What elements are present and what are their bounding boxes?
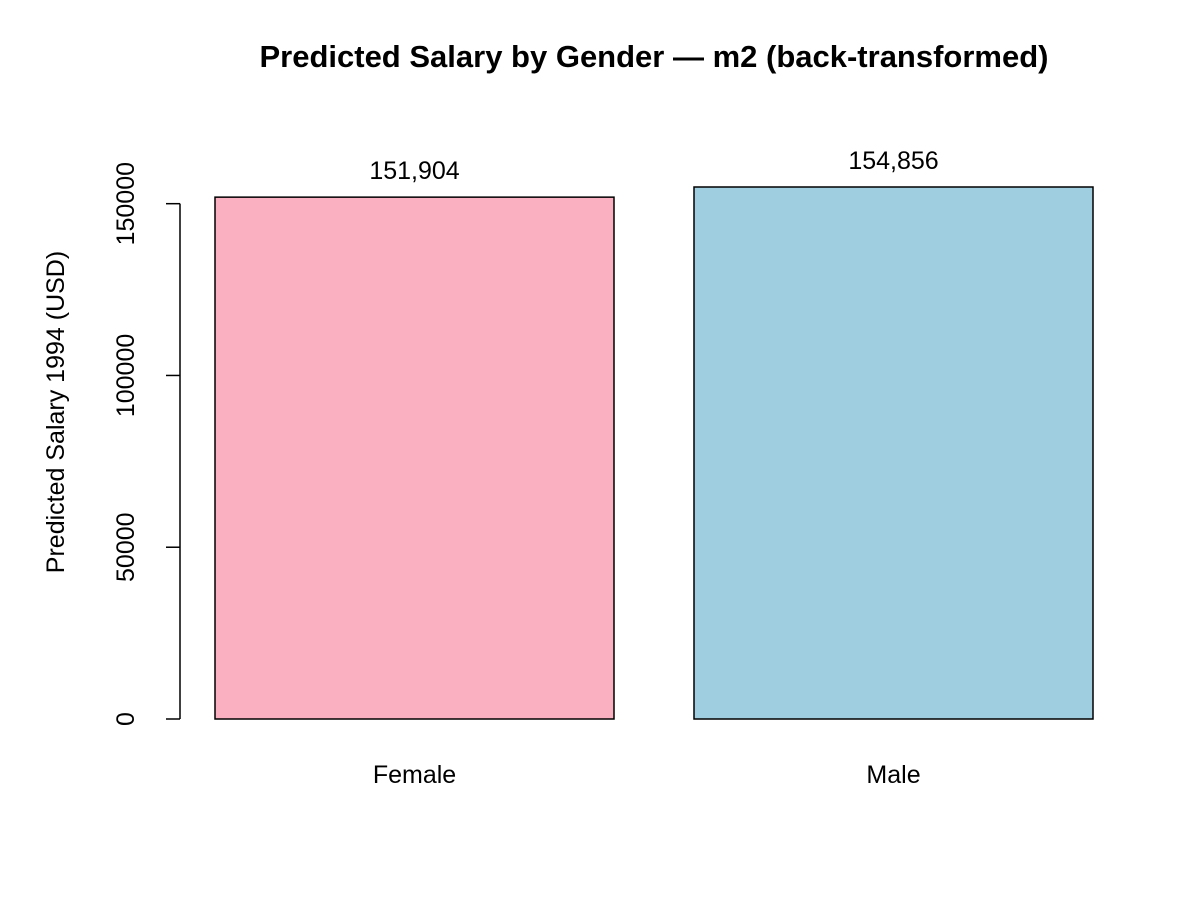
y-axis-title: Predicted Salary 1994 (USD) bbox=[42, 251, 70, 573]
bar-series bbox=[214, 186, 1094, 720]
y-tick-label: 150000 bbox=[112, 162, 140, 245]
y-tick-label: 0 bbox=[112, 712, 140, 726]
x-tick-label-female: Female bbox=[373, 761, 456, 789]
y-tick-label: 100000 bbox=[112, 334, 140, 417]
chart-title: Predicted Salary by Gender — m2 (back-tr… bbox=[259, 39, 1048, 74]
bar-female bbox=[214, 196, 615, 720]
bar-male bbox=[693, 186, 1094, 720]
x-axis-labels: Female Male bbox=[373, 761, 921, 789]
value-label-female: 151,904 bbox=[369, 157, 459, 185]
y-axis: 0 50000 100000 150000 bbox=[112, 162, 181, 726]
x-tick-label-male: Male bbox=[866, 761, 920, 789]
y-tick-label: 50000 bbox=[112, 512, 140, 582]
value-label-male: 154,856 bbox=[848, 147, 938, 175]
value-labels: 151,904 154,856 bbox=[369, 147, 938, 185]
